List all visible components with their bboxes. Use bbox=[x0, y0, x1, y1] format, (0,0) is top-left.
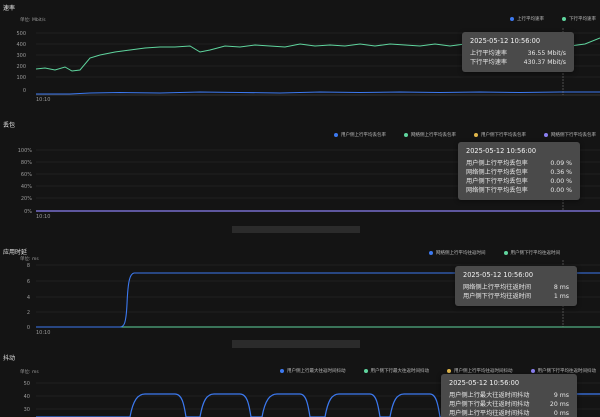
legend-dot-icon bbox=[280, 369, 284, 373]
packet-loss-panel: 丢包 用户侧上行平均丢包率 网络侧上行平均丢包率 用户侧下行平均丢包率 网络侧下… bbox=[0, 117, 600, 237]
tooltip-row: 用户侧下行平均丢包率 0.00 % bbox=[466, 178, 572, 185]
y-tick: 0 bbox=[27, 325, 30, 331]
legend-dot-icon bbox=[404, 133, 408, 137]
legend-dot-icon bbox=[562, 17, 566, 21]
tooltip: 2025-05-12 10:56:00 用户侧上行平均丢包率 0.09 % 网络侧… bbox=[458, 142, 580, 200]
legend-item[interactable]: 用户侧上行平均往返时间抖动 bbox=[447, 368, 513, 374]
legend: 上行平均速率 下行平均速率 bbox=[510, 16, 596, 22]
legend-label: 下行平均速率 bbox=[569, 17, 596, 22]
tooltip-time: 2025-05-12 10:56:00 bbox=[463, 271, 534, 279]
legend-dot-icon bbox=[510, 17, 514, 21]
y-tick: 4 bbox=[27, 295, 30, 301]
y-tick: 0% bbox=[24, 209, 32, 215]
panel-title: 速率 bbox=[3, 5, 16, 12]
tooltip-row: 网络侧上行平均往返时间 8 ms bbox=[463, 284, 569, 291]
y-tick: 8 bbox=[27, 263, 30, 269]
y-tick: 40% bbox=[21, 184, 32, 190]
tooltip-row: 用户侧上行平均往返时间抖动 0 ms bbox=[449, 410, 569, 417]
tooltip-row: 用户侧上行平均丢包率 0.09 % bbox=[466, 160, 572, 167]
time-zoom-slider bbox=[232, 340, 360, 348]
legend-label: 上行平均速率 bbox=[517, 17, 544, 22]
jitter-panel: 抖动 单位: ms 用户侧上行最大往返时间抖动 用户侧下行最大往返时间抖动 用户… bbox=[0, 352, 600, 417]
legend-item[interactable]: 网络侧上行平均往返时间 bbox=[429, 250, 486, 256]
legend-item[interactable]: 用户侧上行平均丢包率 bbox=[334, 132, 386, 138]
x-tick: 10:10 bbox=[36, 330, 50, 336]
y-tick: 30 bbox=[24, 407, 30, 413]
legend-dot-icon bbox=[429, 251, 433, 255]
y-tick: 500 bbox=[16, 31, 26, 37]
legend-dot-icon bbox=[544, 133, 548, 137]
legend-item[interactable]: 用户侧下行平均往返时间 bbox=[503, 250, 560, 256]
legend-item[interactable]: 上行平均速率 bbox=[510, 16, 544, 22]
y-tick: 100% bbox=[18, 148, 33, 154]
y-tick: 40 bbox=[24, 394, 30, 400]
y-tick: 200 bbox=[16, 64, 26, 70]
legend-item[interactable]: 下行平均速率 bbox=[562, 16, 596, 22]
legend-dot-icon bbox=[334, 133, 338, 137]
legend-dot-icon bbox=[503, 251, 508, 255]
series-uplink-rtt-line bbox=[36, 272, 600, 328]
legend: 用户侧上行最大往返时间抖动 用户侧下行最大往返时间抖动 用户侧上行平均往返时间抖… bbox=[280, 368, 596, 374]
y-tick: 100 bbox=[16, 75, 26, 81]
legend-item[interactable]: 用户侧下行平均往返时间抖动 bbox=[530, 368, 596, 374]
tooltip-row: 下行平均速率 430.37 Mbit/s bbox=[470, 59, 566, 66]
tooltip-row: 用户侧下行最大往返时间抖动 20 ms bbox=[449, 401, 569, 408]
legend: 用户侧上行平均丢包率 网络侧上行平均丢包率 用户侧下行平均丢包率 网络侧下行平均… bbox=[334, 132, 596, 138]
legend: 网络侧上行平均往返时间 用户侧下行平均往返时间 bbox=[429, 250, 560, 256]
tooltip-time: 2025-05-12 10:56:00 bbox=[470, 37, 541, 45]
panel-title: 丢包 bbox=[3, 122, 16, 129]
legend-dot-icon bbox=[447, 369, 451, 373]
legend-item[interactable]: 用户侧上行最大往返时间抖动 bbox=[280, 368, 346, 374]
unit-label: 单位: ms bbox=[20, 257, 39, 262]
tooltip: 2025-05-12 10:56:00 上行平均速率 36.55 Mbit/s 下… bbox=[462, 32, 574, 72]
y-tick: 300 bbox=[16, 53, 26, 59]
panel-title: 应用时延 bbox=[3, 249, 28, 256]
y-tick: 50 bbox=[24, 381, 30, 387]
time-zoom-slider bbox=[232, 226, 360, 233]
tooltip-time: 2025-05-12 10:56:00 bbox=[449, 379, 520, 387]
legend-dot-icon bbox=[474, 133, 478, 137]
y-tick: 60% bbox=[21, 172, 32, 178]
y-tick: 20% bbox=[21, 196, 32, 202]
legend-item[interactable]: 用户侧下行最大往返时间抖动 bbox=[363, 368, 429, 374]
tooltip-time: 2025-05-12 10:56:00 bbox=[466, 147, 537, 155]
y-tick: 0 bbox=[23, 88, 26, 94]
unit-label: 单位: ms bbox=[20, 370, 39, 375]
tooltip-row: 用户侧上行最大往返时间抖动 9 ms bbox=[449, 392, 569, 399]
unit-label: 单位: Mbit/s bbox=[20, 18, 46, 23]
tooltip-row: 网络侧下行平均丢包率 0.00 % bbox=[466, 187, 572, 194]
panel-title: 抖动 bbox=[3, 355, 16, 362]
tooltip-row: 网络侧上行平均丢包率 0.36 % bbox=[466, 169, 572, 176]
legend-item[interactable]: 用户侧下行平均丢包率 bbox=[474, 132, 526, 138]
x-tick: 10:10 bbox=[36, 97, 50, 103]
legend-item[interactable]: 网络侧下行平均丢包率 bbox=[544, 132, 596, 138]
y-tick: 80% bbox=[21, 160, 32, 166]
y-tick: 2 bbox=[27, 310, 30, 316]
tooltip-row: 用户侧下行平均往返时间 1 ms bbox=[463, 293, 569, 300]
app-latency-panel: 应用时延 单位: ms 网络侧上行平均往返时间 用户侧下行平均往返时间 8 6 … bbox=[0, 244, 600, 352]
legend-item[interactable]: 网络侧上行平均丢包率 bbox=[404, 132, 456, 138]
y-tick: 400 bbox=[16, 42, 26, 48]
series-uplink-line bbox=[36, 91, 600, 95]
rate-panel: 速率 单位: Mbit/s 上行平均速率 下行平均速率 500 400 300 … bbox=[0, 0, 600, 104]
tooltip: 2025-05-12 10:56:00 用户侧上行最大往返时间抖动 9 ms 用户… bbox=[441, 374, 577, 417]
legend-dot-icon bbox=[530, 369, 535, 373]
tooltip: 2025-05-12 10:56:00 网络侧上行平均往返时间 8 ms 用户侧下… bbox=[455, 266, 577, 306]
tooltip-row: 上行平均速率 36.55 Mbit/s bbox=[470, 50, 566, 57]
legend-dot-icon bbox=[363, 369, 368, 373]
x-tick: 10:10 bbox=[36, 214, 50, 220]
y-tick: 6 bbox=[27, 279, 30, 285]
packet-loss-chart[interactable]: 100% 80% 60% 40% 20% 0% 10:10 bbox=[0, 117, 600, 237]
